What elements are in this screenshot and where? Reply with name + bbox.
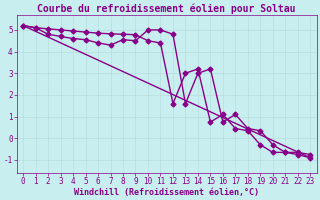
Title: Courbe du refroidissement éolien pour Soltau: Courbe du refroidissement éolien pour So… (37, 3, 296, 14)
X-axis label: Windchill (Refroidissement éolien,°C): Windchill (Refroidissement éolien,°C) (74, 188, 259, 197)
